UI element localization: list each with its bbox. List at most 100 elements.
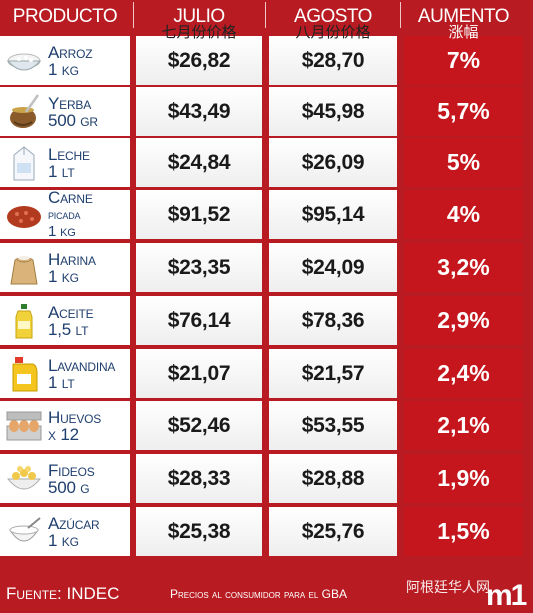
- aumento-value: 3,2%: [437, 254, 490, 280]
- julio-price: $28,33: [167, 466, 231, 490]
- header-divider: [133, 2, 134, 28]
- product-label-2: picada: [48, 207, 81, 222]
- product-cell: Lavandina 1 lt: [0, 349, 130, 398]
- aumento-cell: 1,5%: [404, 507, 523, 556]
- product-cell: Carne picada 1 kg: [0, 188, 130, 240]
- agosto-price: $26,09: [301, 150, 365, 174]
- header-producto: PRODUCTO: [12, 6, 118, 27]
- table-row: Huevos x 12 $52,46 $53,55 2,1%: [0, 401, 533, 450]
- product-name: Azúcar 1 kg: [48, 513, 100, 550]
- aumento-value: 2,4%: [437, 360, 490, 386]
- ground-meat-icon: [7, 205, 41, 228]
- product-quantity: 1 kg: [48, 223, 76, 240]
- product-quantity: 500 gr: [48, 110, 98, 130]
- product-label: Yerba: [48, 93, 92, 113]
- agosto-price: $95,14: [301, 202, 365, 226]
- table-row: Lavandina 1 lt $21,07 $21,57 2,4%: [0, 349, 533, 398]
- product-quantity: 1 lt: [48, 161, 75, 181]
- julio-price-cell: $21,07: [136, 349, 262, 398]
- julio-price-cell: $28,33: [136, 454, 262, 503]
- product-label: Arroz: [48, 42, 93, 62]
- aumento-cell: 2,4%: [404, 349, 523, 398]
- bleach-bottle-icon: [12, 356, 38, 391]
- product-quantity: 1 lt: [48, 372, 75, 392]
- agosto-price: $53,55: [301, 413, 365, 437]
- header-aumento: AUMENTO: [417, 6, 510, 27]
- product-label: Azúcar: [48, 513, 100, 533]
- product-name: Aceite 1,5 lt: [48, 302, 94, 339]
- julio-price: $91,52: [167, 202, 231, 226]
- product-cell: Aceite 1,5 lt: [0, 296, 130, 345]
- agosto-price: $28,70: [301, 48, 365, 72]
- table-row: Harina 1 kg $23,35 $24,09 3,2%: [0, 243, 533, 292]
- agosto-price-cell: $28,70: [269, 36, 397, 85]
- aumento-cell: 5,7%: [404, 87, 523, 136]
- product-label: Harina: [48, 249, 96, 269]
- product-label: Leche: [48, 144, 90, 164]
- aumento-cell: 5%: [404, 138, 523, 187]
- julio-price-cell: $23,35: [136, 243, 262, 292]
- milk-carton-icon: [13, 145, 35, 180]
- product-quantity: x 12: [48, 424, 79, 444]
- agosto-price-cell: $45,98: [269, 87, 397, 136]
- aumento-value: 7%: [446, 47, 481, 73]
- agosto-chinese-label: 八月份价格: [295, 24, 371, 41]
- table-row: Yerba 500 gr $43,49 $45,98 5,7%: [0, 87, 533, 136]
- product-name: Huevos x 12: [48, 409, 101, 443]
- agosto-price: $45,98: [301, 99, 365, 123]
- julio-price-cell: $24,84: [136, 138, 262, 187]
- product-label: Huevos: [48, 407, 102, 427]
- product-label: Aceite: [48, 302, 94, 322]
- watermark: 阿根廷华人网: [406, 579, 490, 595]
- julio-price-cell: $26,82: [136, 36, 262, 85]
- aumento-cell: 3,2%: [404, 243, 523, 292]
- rice-bowl-icon: [6, 53, 42, 70]
- product-quantity: 1 kg: [48, 530, 79, 550]
- product-cell: Arroz 1 kg: [0, 36, 130, 85]
- product-cell: Azúcar 1 kg: [0, 507, 130, 556]
- julio-price: $24,84: [167, 150, 231, 174]
- product-name: Lavandina 1 lt: [48, 357, 115, 391]
- product-quantity: 1,5 lt: [48, 319, 89, 339]
- header-julio: JULIO: [173, 6, 225, 27]
- agosto-price: $21,57: [301, 361, 365, 385]
- agosto-price-cell: $95,14: [269, 190, 397, 239]
- aumento-value: 5%: [446, 149, 481, 175]
- product-label: Carne: [48, 188, 93, 207]
- table-row: Leche 1 lt $24,84 $26,09 5%: [0, 138, 533, 187]
- agosto-price-cell: $53,55: [269, 401, 397, 450]
- julio-chinese-label: 七月份价格: [161, 24, 237, 41]
- footer: Fuente: INDEC Precios al consumidor para…: [0, 577, 533, 612]
- aumento-cell: 1,9%: [404, 454, 523, 503]
- product-cell: Leche 1 lt: [0, 138, 130, 187]
- aumento-cell: 7%: [404, 36, 523, 85]
- agosto-price-cell: $28,88: [269, 454, 397, 503]
- m1-logo: m1: [486, 579, 527, 612]
- mate-gourd-icon: [10, 93, 40, 128]
- egg-carton-icon: [6, 411, 42, 440]
- header-divider: [400, 2, 401, 28]
- julio-price-cell: $43,49: [136, 87, 262, 136]
- product-cell: Huevos x 12: [0, 401, 130, 450]
- aumento-value: 2,9%: [437, 307, 490, 333]
- product-label: Fideos: [48, 460, 95, 480]
- table-row: Azúcar 1 kg $25,38 $25,76 1,5%: [0, 507, 533, 556]
- julio-price: $23,35: [167, 255, 231, 279]
- julio-price: $52,46: [167, 413, 231, 437]
- aumento-chinese-label: 涨幅: [448, 24, 479, 41]
- julio-price: $76,14: [167, 308, 231, 332]
- aumento-value: 1,9%: [437, 465, 490, 491]
- header-divider: [265, 2, 266, 28]
- agosto-price-cell: $24,09: [269, 243, 397, 292]
- table-row: Arroz 1 kg $26,82 $28,70 7%: [0, 36, 533, 85]
- product-quantity: 500 g: [48, 477, 90, 497]
- agosto-price: $25,76: [301, 519, 365, 543]
- table-row: Carne picada 1 kg $91,52 $95,14 4%: [0, 188, 533, 240]
- julio-price: $26,82: [167, 48, 231, 72]
- julio-price-cell: $52,46: [136, 401, 262, 450]
- product-name: Arroz 1 kg: [48, 42, 93, 78]
- product-name: Yerba 500 gr: [48, 95, 98, 129]
- pasta-bowl-icon: [6, 465, 42, 489]
- footer-note: Precios al consumidor para el GBA: [170, 587, 348, 601]
- agosto-price-cell: $25,76: [269, 507, 397, 556]
